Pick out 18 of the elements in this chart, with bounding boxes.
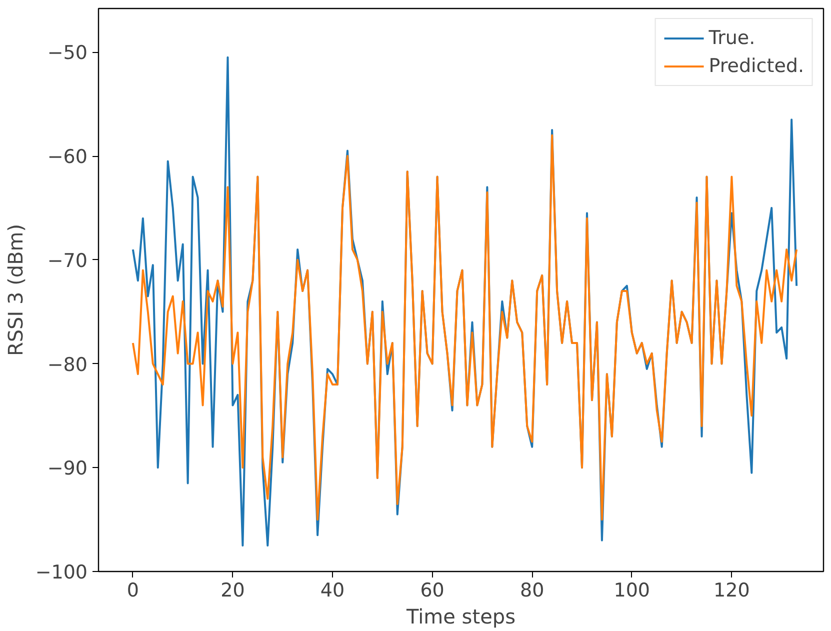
x-tick-label: 40 (320, 580, 345, 602)
x-tick-label: 120 (714, 580, 750, 602)
y-tick-label: −60 (47, 146, 88, 168)
y-tick-label: −100 (35, 562, 88, 584)
x-axis-title: Time steps (406, 604, 516, 628)
y-tick-label: −80 (47, 354, 88, 376)
line-series (132, 134, 798, 521)
x-tick-label: 100 (614, 580, 650, 602)
legend-label: Predicted. (708, 55, 804, 77)
y-axis-title: RSSI 3 (dBm) (3, 224, 28, 356)
x-tick-label: 60 (420, 580, 444, 602)
y-tick-label: −50 (47, 42, 88, 64)
x-tick-label: 0 (126, 580, 139, 602)
x-tick-label: 80 (520, 580, 544, 602)
x-tick-label: 20 (220, 580, 245, 602)
y-tick-label: −70 (47, 250, 88, 272)
y-tick-label: −90 (47, 458, 88, 480)
legend-label: True. (708, 27, 756, 49)
